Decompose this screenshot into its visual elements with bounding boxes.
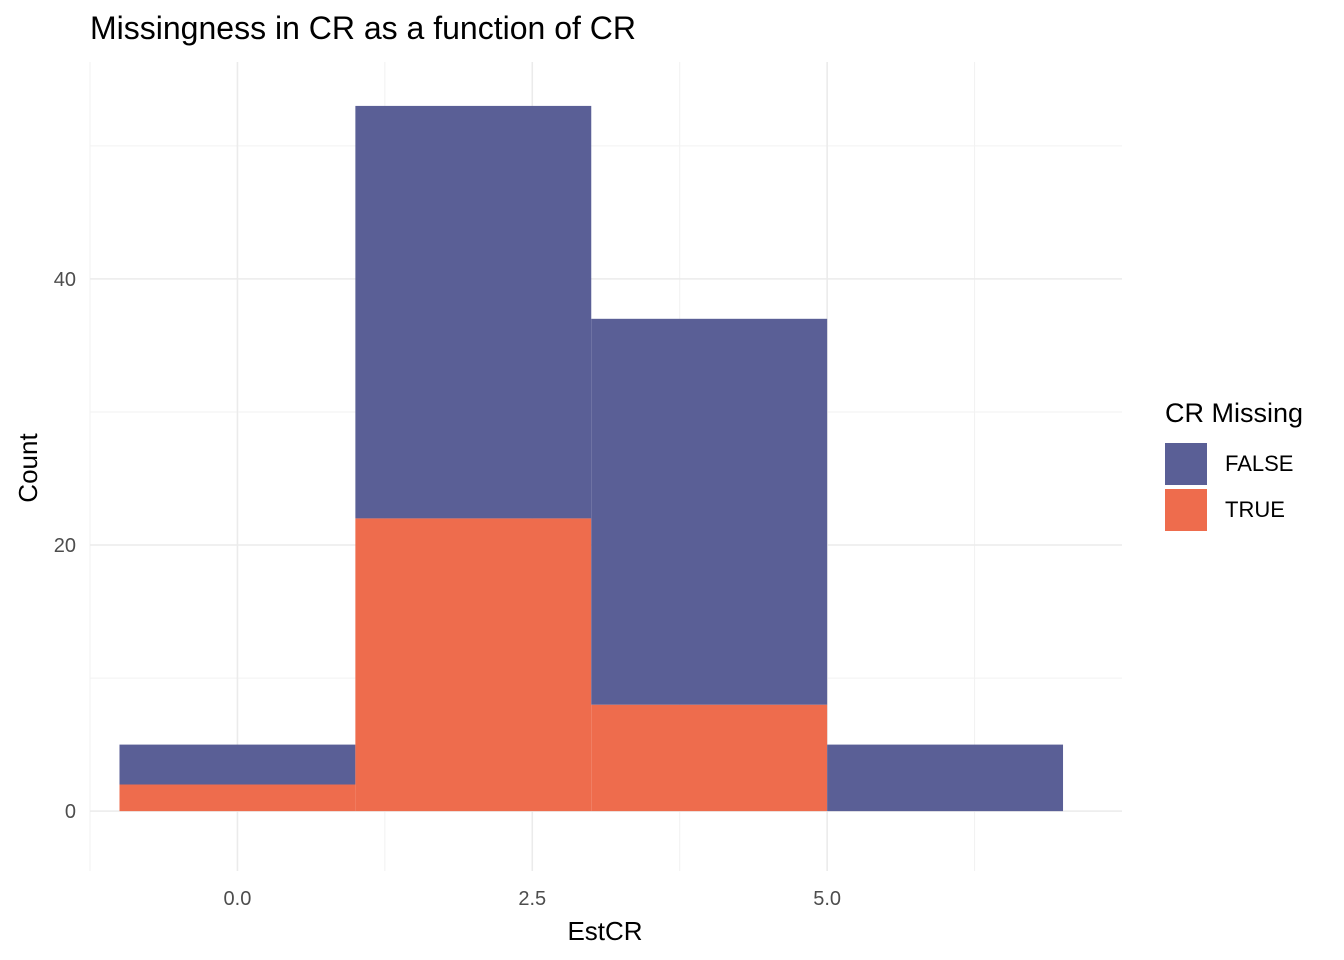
legend-label-true: TRUE <box>1225 497 1285 522</box>
legend-item-true: TRUE <box>1165 487 1303 533</box>
y-tick-label-0: 0 <box>65 801 76 823</box>
legend-label-false: FALSE <box>1225 451 1294 476</box>
bar-true-bin-1 <box>355 518 592 812</box>
bar-true-bin-2 <box>591 704 828 812</box>
legend-key-true <box>1165 489 1207 531</box>
y-tick-label-1: 20 <box>54 535 76 557</box>
bars <box>119 105 1064 812</box>
chart-title: Missingness in CR as a function of CR <box>90 10 636 46</box>
bar-false-bin-2 <box>591 318 828 705</box>
y-tick-labels: 0 20 40 <box>54 269 76 823</box>
x-tick-label-1: 2.5 <box>518 888 546 910</box>
legend-item-false: FALSE <box>1165 441 1303 487</box>
x-tick-label-0: 0.0 <box>224 888 252 910</box>
y-tick-label-2: 40 <box>54 269 76 291</box>
bar-false-bin-3 <box>827 744 1064 812</box>
x-tick-label-2: 5.0 <box>813 888 841 910</box>
legend-items: FALSE TRUE <box>1165 441 1303 533</box>
x-axis-title: EstCR <box>567 916 642 946</box>
y-axis-title: Count <box>13 433 43 503</box>
x-tick-labels: 0.0 2.5 5.0 <box>224 888 842 910</box>
bar-false-bin-0 <box>119 744 356 785</box>
legend: CR Missing FALSE TRUE <box>1165 398 1303 533</box>
bar-true-bin-0 <box>119 784 356 812</box>
legend-title: CR Missing <box>1165 398 1304 428</box>
bar-false-bin-1 <box>355 105 592 519</box>
legend-key-false <box>1165 443 1207 485</box>
